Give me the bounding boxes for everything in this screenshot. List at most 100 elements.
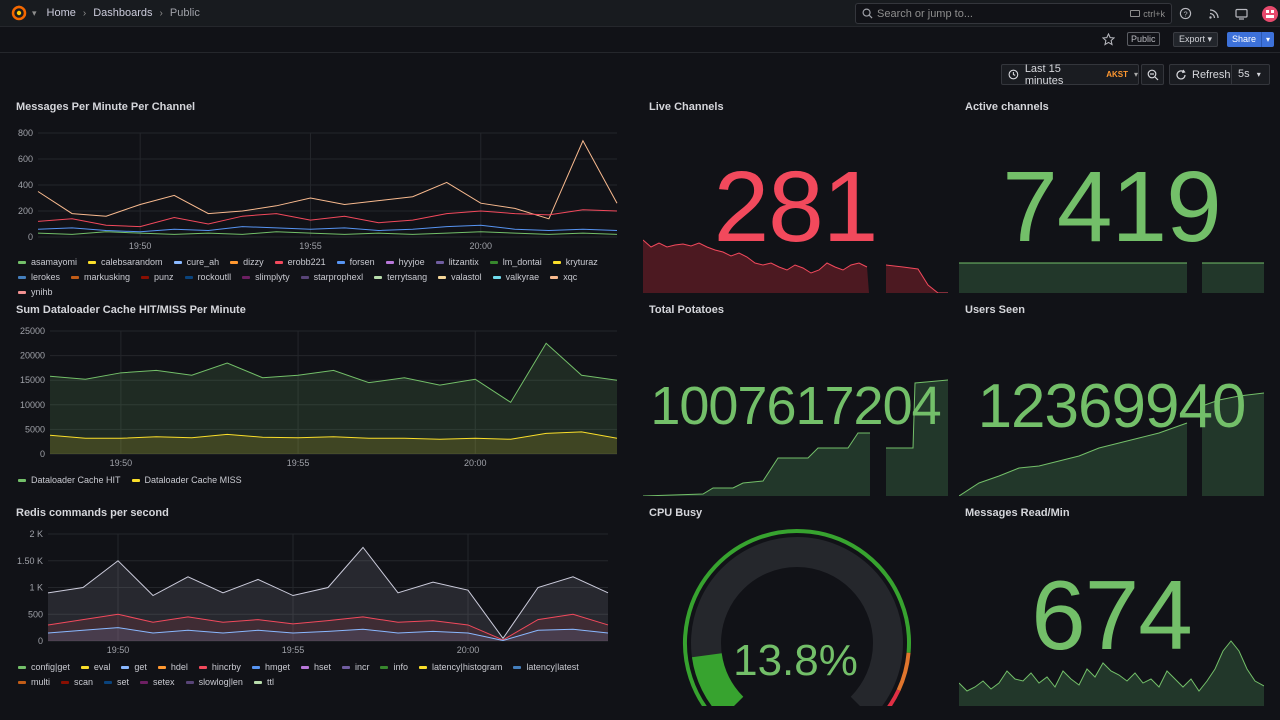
x-tick-label: 19:55 <box>287 458 310 468</box>
legend-item[interactable]: forsen <box>336 257 375 267</box>
breadcrumb-dashboards[interactable]: Dashboards <box>93 7 153 19</box>
legend-item[interactable]: hincrby <box>198 662 241 672</box>
y-tick-label: 800 <box>18 128 33 138</box>
legend-item[interactable]: hset <box>300 662 331 672</box>
search-input[interactable]: Search or jump to... ctrl+k <box>855 3 1172 24</box>
legend-label: calebsarandom <box>101 257 163 267</box>
legend-item[interactable]: hdel <box>157 662 188 672</box>
legend-item[interactable]: lm_dontai <box>489 257 542 267</box>
legend-item[interactable]: kryturaz <box>552 257 598 267</box>
series-area <box>48 547 608 641</box>
legend-item[interactable]: set <box>104 677 129 687</box>
legend-item[interactable]: litzantix <box>435 257 479 267</box>
legend-item[interactable]: scan <box>61 677 93 687</box>
legend-item[interactable]: ynihb <box>18 287 53 297</box>
legend-item[interactable]: slimplyty <box>242 272 290 282</box>
legend-item[interactable]: valastol <box>438 272 482 282</box>
refresh-interval-select[interactable]: 5s ▾ <box>1232 64 1270 85</box>
legend-item[interactable]: eval <box>80 662 110 672</box>
panel-active-channels: Active channels 7419 <box>959 95 1264 293</box>
search-shortcut-text: ctrl+k <box>1143 8 1165 19</box>
legend-item[interactable]: Dataloader Cache MISS <box>131 475 242 485</box>
legend-swatch <box>131 478 140 482</box>
legend-label: scan <box>74 677 94 687</box>
series-line <box>49 431 618 440</box>
legend-item[interactable]: info <box>380 662 408 672</box>
legend-label: lerokes <box>31 272 61 282</box>
legend-item[interactable]: Dataloader Cache HIT <box>18 475 121 485</box>
legend-item[interactable]: rockoutll <box>184 272 231 282</box>
legend-item[interactable]: incr <box>341 662 369 672</box>
panel-title: Active channels <box>965 101 1049 113</box>
y-tick-label: 10000 <box>20 400 45 410</box>
share-button[interactable]: Share <box>1227 32 1262 47</box>
legend-label: multi <box>31 677 51 687</box>
legend-item[interactable]: asamayomi <box>18 257 77 267</box>
legend-item[interactable]: ttl <box>253 677 274 687</box>
zoom-out-icon <box>1147 69 1158 80</box>
series-area <box>50 343 617 454</box>
redis-legend: config|get eval get hdel hincrby hmget hset inc… <box>18 662 630 687</box>
legend-item[interactable]: xqc <box>550 272 577 282</box>
legend-item[interactable]: dizzy <box>230 257 264 267</box>
legend-swatch <box>18 260 26 264</box>
kiosk-mode-icon[interactable] <box>1232 4 1251 23</box>
legend-item[interactable]: latency|histogram <box>419 662 502 672</box>
series-line <box>37 224 618 233</box>
legend-label: latency|histogram <box>432 662 503 672</box>
time-range-picker[interactable]: Last 15 minutes AKST ▾ <box>1001 63 1139 87</box>
legend-item[interactable]: calebsarandom <box>88 257 163 267</box>
legend-item[interactable]: markusking <box>71 272 130 282</box>
active-channels-sparkline <box>959 262 1264 293</box>
legend-item[interactable]: config|get <box>18 662 70 672</box>
legend-item[interactable]: cure_ah <box>173 257 220 267</box>
total-potatoes-value: 1007617204 <box>650 376 941 436</box>
legend-item[interactable]: erobb221 <box>274 257 326 267</box>
legend-swatch <box>18 478 26 482</box>
legend-item[interactable]: starprophexl <box>300 272 363 282</box>
chevron-down-icon[interactable]: ▾ <box>32 7 37 18</box>
breadcrumb-home[interactable]: Home <box>46 7 76 19</box>
legend-swatch <box>274 260 283 264</box>
star-icon[interactable] <box>1102 33 1115 46</box>
legend-swatch <box>140 680 149 684</box>
export-button[interactable]: Export ▾ <box>1173 32 1219 47</box>
legend-item[interactable]: multi <box>18 677 50 687</box>
share-dropdown-chevron-icon[interactable]: ▾ <box>1261 32 1274 47</box>
legend-label: cure_ah <box>186 257 220 267</box>
users-seen-value: 12369940 <box>977 372 1247 441</box>
legend-item[interactable]: valkyrae <box>492 272 539 282</box>
rss-news-icon[interactable] <box>1204 4 1223 23</box>
refresh-button[interactable]: Refresh <box>1169 64 1232 85</box>
legend-label: info <box>393 662 408 672</box>
panel-title: Messages Read/Min <box>965 507 1070 519</box>
legend-item[interactable]: get <box>121 662 147 672</box>
legend-label: dizzy <box>243 257 264 267</box>
legend-item[interactable]: punz <box>141 272 174 282</box>
y-tick-label: 5000 <box>25 424 45 434</box>
legend-swatch <box>513 665 522 669</box>
legend-swatch <box>18 680 26 684</box>
panel-live-channels: Live Channels 281 <box>643 95 948 293</box>
help-icon[interactable]: ? <box>1176 4 1195 23</box>
legend-item[interactable]: hmget <box>251 662 290 672</box>
refresh-interval-value: 5s <box>1238 68 1250 80</box>
panel-users-seen: Users Seen 12369940 <box>959 298 1264 496</box>
legend-item[interactable]: latency|latest <box>513 662 579 672</box>
panel-dataloader-cache: Sum Dataloader Cache HIT/MISS Per Minute… <box>10 298 630 493</box>
legend-item[interactable]: terrytsang <box>374 272 427 282</box>
legend-label: kryturaz <box>565 257 598 267</box>
legend-label: ynihb <box>31 287 53 297</box>
legend-swatch <box>385 260 394 264</box>
legend-item[interactable]: hyyjoe <box>385 257 425 267</box>
user-avatar[interactable] <box>1260 4 1279 23</box>
search-icon <box>862 8 873 19</box>
grafana-logo-icon[interactable] <box>8 2 30 24</box>
legend-item[interactable]: slowlog|len <box>185 677 243 687</box>
legend-item[interactable]: lerokes <box>18 272 60 282</box>
legend-swatch <box>18 275 26 279</box>
zoom-out-button[interactable] <box>1141 64 1164 85</box>
legend-item[interactable]: setex <box>140 677 175 687</box>
legend-swatch <box>61 680 70 684</box>
legend-swatch <box>492 275 501 279</box>
